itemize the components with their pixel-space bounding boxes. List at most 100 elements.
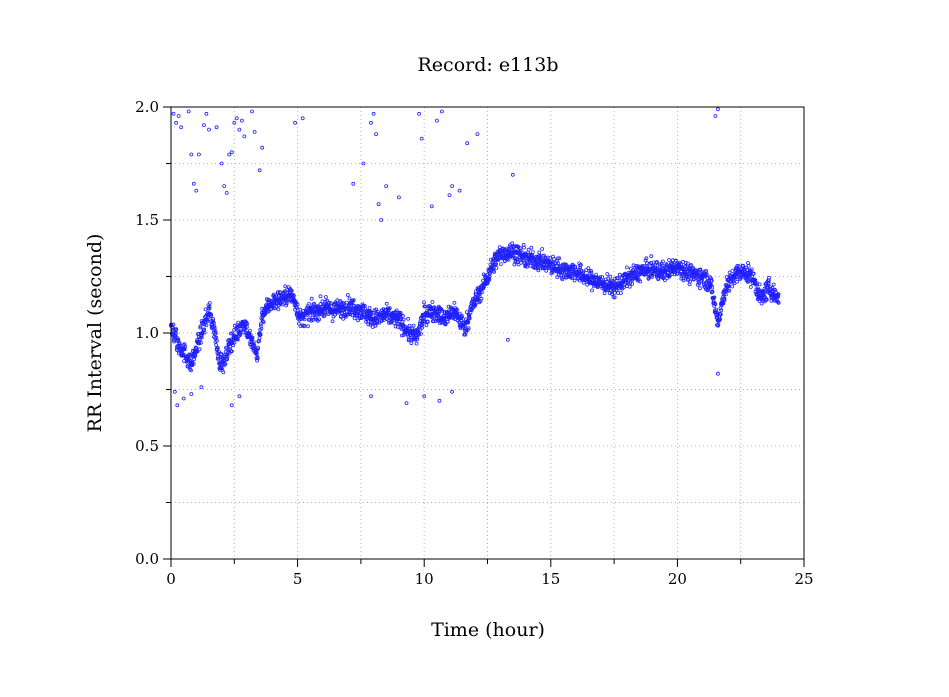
data-point	[187, 352, 192, 357]
data-point	[736, 264, 741, 268]
data-point	[398, 313, 403, 317]
data-point	[748, 285, 753, 289]
data-point	[572, 275, 577, 280]
data-point	[420, 323, 425, 327]
data-point	[247, 328, 252, 333]
data-point	[626, 280, 630, 285]
data-point	[213, 329, 218, 334]
data-point	[171, 111, 176, 116]
data-point	[492, 269, 496, 274]
data-point	[440, 308, 445, 313]
data-point	[612, 295, 617, 300]
data-point	[724, 292, 728, 297]
data-point	[175, 403, 180, 408]
data-point	[201, 123, 206, 127]
data-point	[658, 272, 663, 277]
data-point	[494, 262, 499, 267]
data-point	[214, 125, 219, 130]
data-point	[347, 310, 352, 315]
data-point	[182, 342, 187, 347]
data-point	[248, 333, 253, 338]
data-point	[204, 111, 209, 116]
data-point	[199, 385, 204, 390]
data-point	[384, 301, 389, 306]
data-point	[718, 312, 723, 317]
data-point	[713, 302, 718, 307]
data-point	[417, 332, 421, 337]
data-point	[627, 284, 632, 289]
data-point	[567, 272, 572, 277]
data-point	[590, 288, 594, 293]
data-point	[735, 263, 740, 268]
data-point	[204, 323, 209, 328]
data-point	[350, 313, 355, 318]
y-tick-label: 0.0	[135, 550, 159, 568]
data-point	[529, 245, 534, 250]
data-point	[352, 316, 357, 321]
data-point	[479, 296, 484, 301]
data-point	[773, 288, 778, 293]
data-point	[196, 331, 201, 336]
y-tick-label: 1.0	[135, 324, 159, 342]
data-point	[176, 337, 181, 342]
data-point	[446, 304, 451, 309]
data-point	[371, 111, 376, 116]
data-point	[398, 310, 403, 315]
x-tick-label: 15	[541, 570, 560, 588]
data-point	[312, 301, 317, 306]
data-point	[338, 299, 343, 304]
data-point	[730, 269, 735, 273]
data-point	[475, 132, 480, 137]
data-point	[625, 265, 629, 270]
scatter-points	[168, 107, 781, 408]
data-point	[530, 250, 535, 255]
data-point	[172, 389, 177, 394]
data-point	[338, 314, 343, 319]
data-point	[367, 305, 372, 310]
data-point	[458, 326, 463, 330]
data-point	[384, 184, 389, 189]
data-point	[369, 310, 374, 315]
data-point	[250, 109, 254, 114]
data-point	[556, 261, 560, 265]
y-tick-label: 1.5	[135, 211, 159, 229]
data-point	[439, 109, 444, 114]
data-point	[435, 309, 440, 314]
data-point	[630, 281, 634, 286]
data-point	[351, 298, 356, 303]
data-point	[434, 118, 439, 123]
data-point	[661, 259, 665, 264]
data-point	[548, 256, 552, 261]
data-point	[466, 326, 471, 331]
data-point	[710, 285, 715, 290]
data-point	[259, 326, 264, 331]
data-point	[422, 394, 427, 399]
data-point	[414, 341, 419, 346]
data-point	[704, 272, 709, 277]
data-point	[498, 262, 503, 267]
data-point	[242, 134, 247, 139]
data-point	[409, 341, 414, 346]
data-point	[419, 136, 424, 141]
x-tick-label: 5	[293, 570, 303, 588]
data-point	[450, 184, 455, 189]
data-point	[192, 357, 197, 362]
data-point	[698, 286, 702, 291]
data-point	[307, 317, 312, 322]
data-point	[437, 398, 442, 403]
data-point	[289, 288, 294, 293]
data-point	[776, 292, 781, 297]
data-point	[667, 257, 671, 262]
data-point	[221, 370, 226, 375]
data-point	[681, 278, 686, 283]
grid-lines	[171, 107, 804, 559]
data-point	[229, 349, 234, 354]
data-point	[396, 195, 401, 200]
data-point	[573, 265, 578, 270]
data-point	[311, 302, 316, 307]
data-point	[360, 312, 364, 317]
data-point	[174, 331, 178, 336]
data-point	[366, 322, 371, 327]
data-point	[765, 288, 770, 293]
